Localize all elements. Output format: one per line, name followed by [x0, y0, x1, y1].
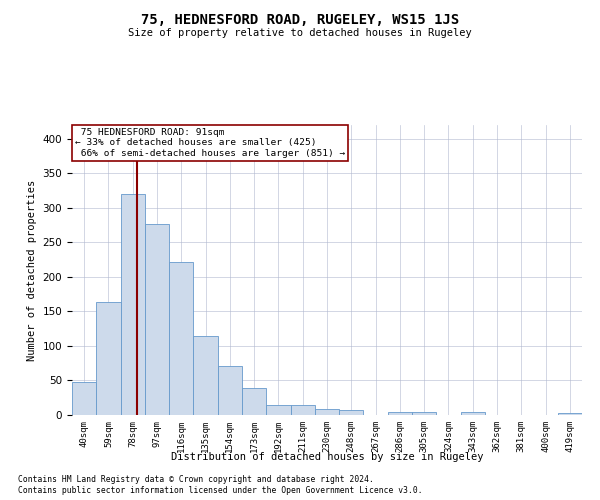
Bar — [290, 404, 315, 415]
Bar — [218, 366, 242, 415]
Y-axis label: Number of detached properties: Number of detached properties — [27, 180, 37, 360]
Bar — [412, 412, 436, 415]
Bar — [72, 382, 96, 415]
Bar — [388, 412, 412, 415]
Text: Contains public sector information licensed under the Open Government Licence v3: Contains public sector information licen… — [18, 486, 422, 495]
Bar — [242, 388, 266, 415]
Bar — [461, 412, 485, 415]
Text: 75, HEDNESFORD ROAD, RUGELEY, WS15 1JS: 75, HEDNESFORD ROAD, RUGELEY, WS15 1JS — [141, 12, 459, 26]
Bar — [266, 404, 290, 415]
Text: Distribution of detached houses by size in Rugeley: Distribution of detached houses by size … — [171, 452, 483, 462]
Text: 75 HEDNESFORD ROAD: 91sqm
← 33% of detached houses are smaller (425)
 66% of sem: 75 HEDNESFORD ROAD: 91sqm ← 33% of detac… — [74, 128, 345, 158]
Bar — [193, 336, 218, 415]
Bar — [339, 410, 364, 415]
Text: Contains HM Land Registry data © Crown copyright and database right 2024.: Contains HM Land Registry data © Crown c… — [18, 475, 374, 484]
Bar — [315, 409, 339, 415]
Bar — [169, 262, 193, 415]
Bar — [121, 194, 145, 415]
Bar — [96, 302, 121, 415]
Bar — [558, 413, 582, 415]
Text: Size of property relative to detached houses in Rugeley: Size of property relative to detached ho… — [128, 28, 472, 38]
Bar — [145, 224, 169, 415]
